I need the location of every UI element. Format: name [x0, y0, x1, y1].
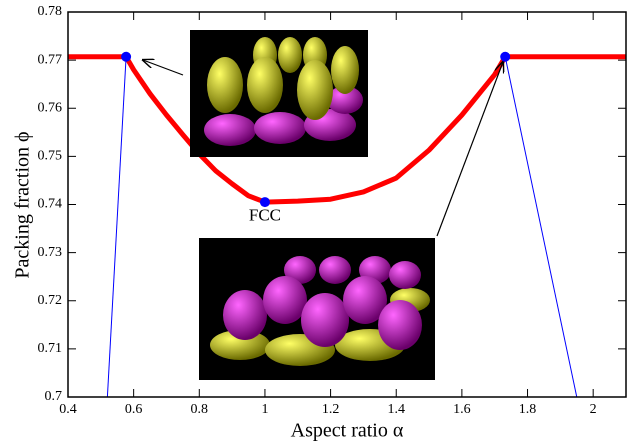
arrow [436, 62, 503, 237]
y-tick-label: 0.75 [38, 149, 63, 164]
y-tick-label: 0.72 [38, 293, 63, 308]
inset-top [190, 30, 368, 157]
marker [259, 197, 270, 208]
x-tick-label: 0.8 [191, 402, 209, 417]
x-tick-label: 1.8 [519, 402, 537, 417]
y-tick-label: 0.71 [38, 341, 63, 356]
data-line [68, 54, 626, 205]
data-line [106, 56, 127, 397]
x-tick-label: 0.4 [59, 402, 77, 417]
x-tick-label: 2 [590, 402, 597, 417]
y-tick-label: 0.76 [38, 100, 63, 115]
annotation: FCC [249, 205, 281, 224]
inset-bottom [199, 238, 435, 380]
x-tick-label: 1.4 [387, 402, 405, 417]
x-tick-label: 0.6 [125, 402, 143, 417]
x-tick-label: 1.6 [453, 402, 471, 417]
y-tick-label: 0.73 [38, 245, 63, 260]
x-tick-label: 1.2 [322, 402, 340, 417]
x-axis-label: Aspect ratio α [291, 420, 404, 442]
y-tick-label: 0.74 [38, 197, 63, 212]
y-axis-label: Packing fraction ϕ [12, 131, 34, 278]
marker [500, 51, 511, 62]
plot-area [68, 54, 626, 397]
y-tick-label: 0.78 [38, 4, 63, 19]
marker [121, 51, 132, 62]
arrow [143, 60, 184, 76]
y-tick-label: 0.7 [45, 389, 63, 404]
x-tick-label: 1 [261, 402, 268, 417]
y-tick-label: 0.77 [38, 52, 63, 67]
data-line [504, 56, 578, 397]
